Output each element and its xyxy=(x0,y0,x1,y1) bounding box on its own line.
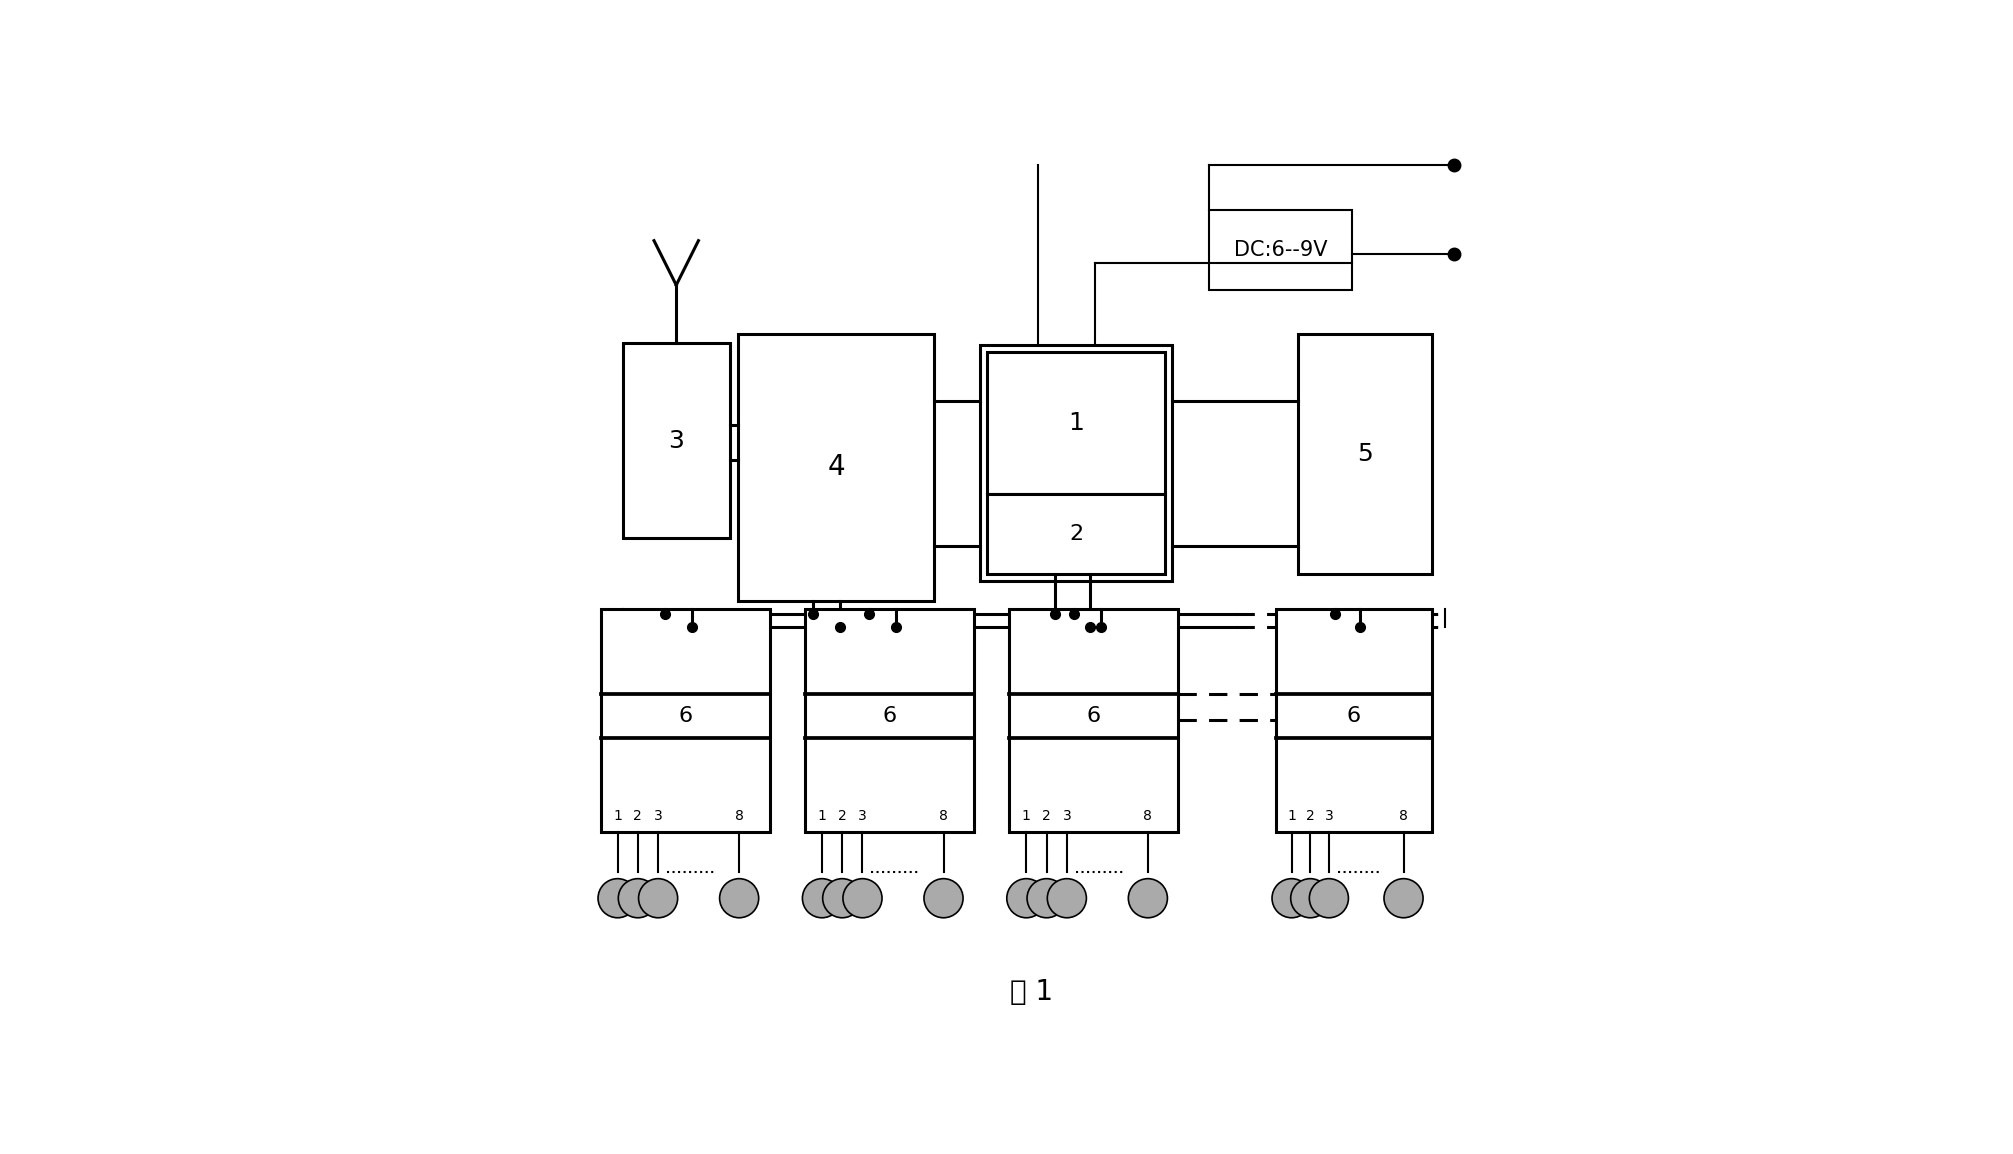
Circle shape xyxy=(1385,878,1423,917)
Text: 1: 1 xyxy=(1069,411,1085,435)
Text: 8: 8 xyxy=(1399,809,1407,823)
Circle shape xyxy=(719,878,759,917)
Text: 3: 3 xyxy=(654,809,662,823)
Circle shape xyxy=(823,878,862,917)
Text: 2: 2 xyxy=(1043,809,1051,823)
Bar xyxy=(1009,609,1178,832)
Text: 2: 2 xyxy=(634,809,642,823)
Text: 3: 3 xyxy=(858,809,868,823)
Bar xyxy=(1298,334,1431,574)
Circle shape xyxy=(1006,878,1047,917)
Circle shape xyxy=(803,878,841,917)
Bar xyxy=(986,494,1166,574)
Text: 5: 5 xyxy=(1357,442,1373,466)
Bar xyxy=(986,352,1166,494)
Text: 8: 8 xyxy=(735,809,743,823)
Text: 3: 3 xyxy=(1063,809,1071,823)
Text: 1: 1 xyxy=(817,809,827,823)
Circle shape xyxy=(1272,878,1310,917)
Circle shape xyxy=(638,878,678,917)
Bar xyxy=(805,609,974,832)
Circle shape xyxy=(924,878,962,917)
Text: 2: 2 xyxy=(1306,809,1314,823)
Text: 1: 1 xyxy=(614,809,622,823)
Circle shape xyxy=(598,878,638,917)
Text: 6: 6 xyxy=(1087,706,1101,726)
Text: 8: 8 xyxy=(940,809,948,823)
Circle shape xyxy=(1290,878,1331,917)
Text: 图 1: 图 1 xyxy=(1011,977,1053,1005)
Text: 6: 6 xyxy=(882,706,896,726)
Text: 3: 3 xyxy=(1325,809,1333,823)
Bar xyxy=(1276,609,1431,832)
Text: 6: 6 xyxy=(678,706,692,726)
Circle shape xyxy=(1129,878,1168,917)
Text: DC:6--9V: DC:6--9V xyxy=(1234,240,1327,260)
Text: 2: 2 xyxy=(1069,524,1083,544)
Bar xyxy=(600,609,769,832)
Bar xyxy=(622,343,729,538)
Bar xyxy=(1210,210,1351,290)
Text: 6: 6 xyxy=(1347,706,1361,726)
Text: 4: 4 xyxy=(827,454,845,481)
Circle shape xyxy=(843,878,882,917)
Bar xyxy=(980,345,1172,580)
Text: 8: 8 xyxy=(1143,809,1151,823)
Circle shape xyxy=(618,878,658,917)
Circle shape xyxy=(1047,878,1087,917)
Text: 1: 1 xyxy=(1023,809,1031,823)
Circle shape xyxy=(1027,878,1067,917)
Text: 3: 3 xyxy=(668,428,684,452)
Bar xyxy=(739,334,934,600)
Text: 2: 2 xyxy=(837,809,847,823)
Circle shape xyxy=(1308,878,1349,917)
Text: 1: 1 xyxy=(1286,809,1296,823)
